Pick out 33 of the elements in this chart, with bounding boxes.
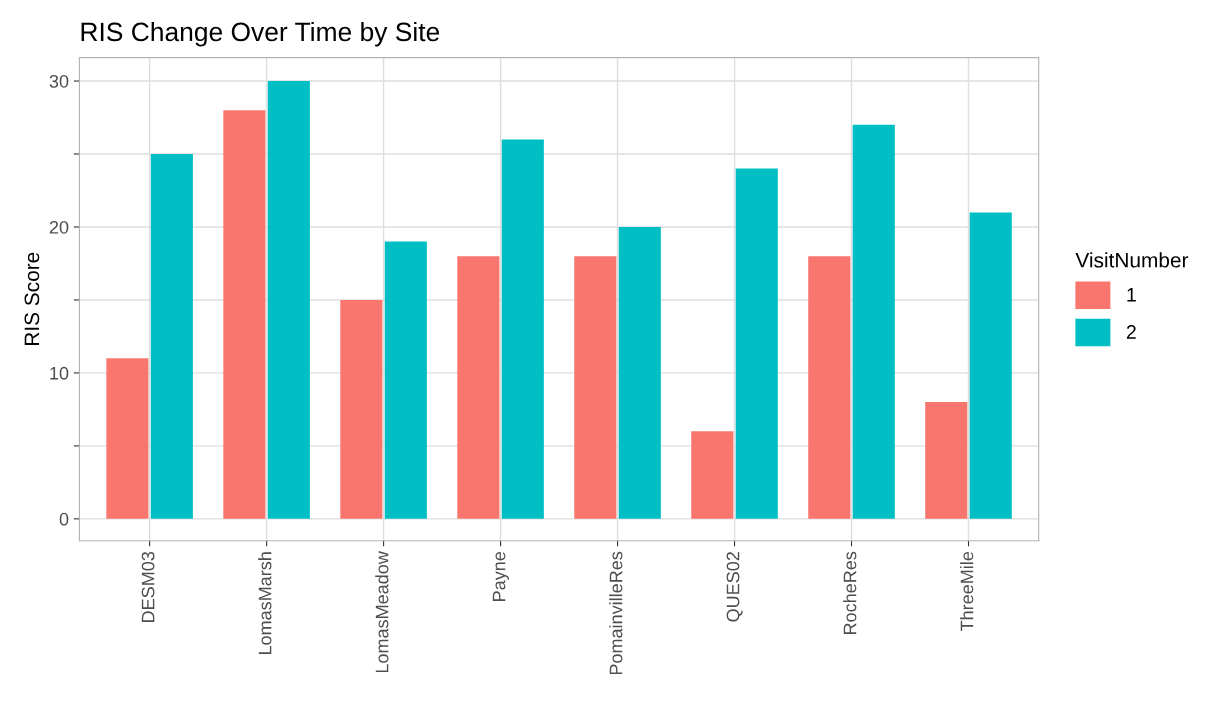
bar <box>925 402 968 519</box>
chart-title: RIS Change Over Time by Site <box>81 21 440 47</box>
bar <box>340 299 383 519</box>
x-tick-label: PomainvilleRes <box>609 551 623 675</box>
legend-title: VisitNumber <box>1075 252 1189 268</box>
y-tick-label: 0 <box>59 512 69 526</box>
bar <box>106 358 149 519</box>
bar <box>223 110 266 519</box>
bar <box>691 431 734 519</box>
bar <box>574 256 617 519</box>
bar <box>808 256 851 519</box>
bar <box>267 81 310 519</box>
legend-label: 1 <box>1127 288 1136 302</box>
x-tick-label: LomasMarsh <box>258 552 272 655</box>
y-tick-label: 10 <box>50 366 69 380</box>
x-tick-label: ThreeMile <box>960 551 974 632</box>
y-tick-label: 30 <box>49 74 69 88</box>
bar <box>384 241 427 519</box>
bar <box>618 226 661 519</box>
y-axis-title: RIS Score <box>24 252 40 345</box>
bar <box>969 212 1012 519</box>
x-tick-label: LomasMeadow <box>375 551 389 673</box>
y-tick-label: 20 <box>49 220 69 234</box>
bar <box>735 168 778 519</box>
x-tick-label: QUES02 <box>726 552 743 622</box>
x-tick-label: DESM03 <box>141 551 155 622</box>
bar <box>852 124 895 519</box>
x-tick-label: Payne <box>492 551 509 601</box>
bar <box>501 139 544 519</box>
bar <box>150 154 193 519</box>
x-tick-label: RocheRes <box>843 551 857 634</box>
bar <box>457 256 500 519</box>
legend-label: 2 <box>1126 325 1136 339</box>
